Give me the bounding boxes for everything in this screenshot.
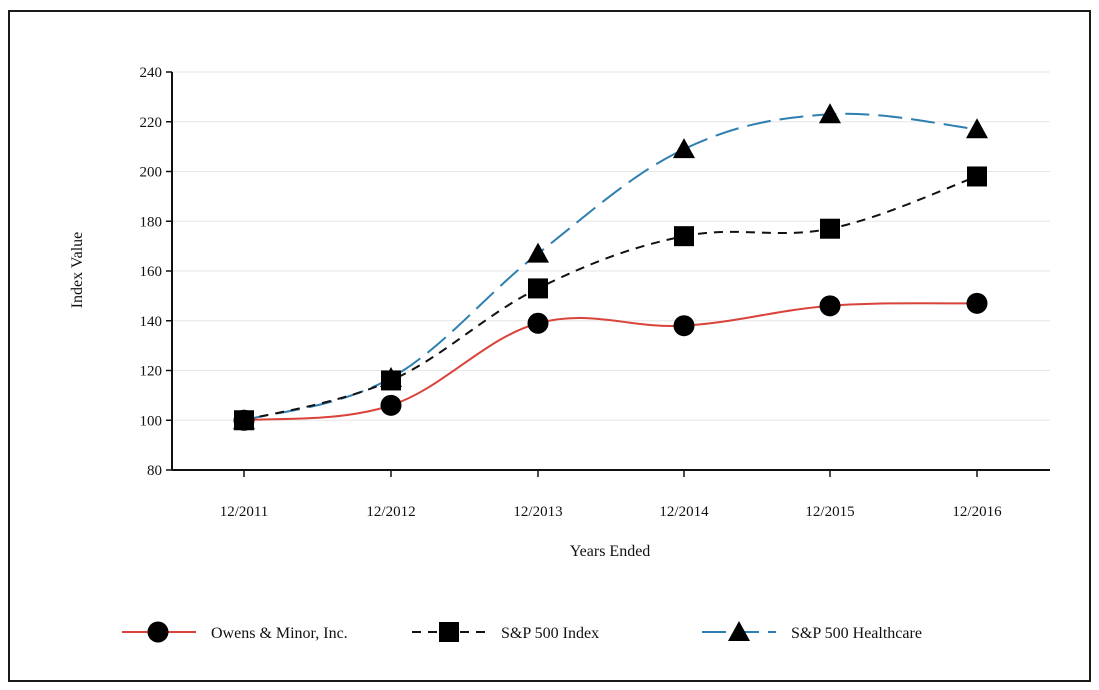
legend-label: S&P 500 Healthcare bbox=[791, 625, 922, 642]
y-tick-label: 180 bbox=[140, 214, 163, 230]
y-tick-labels: 80 100 120 140 160 180 200 220 240 bbox=[140, 65, 172, 479]
x-tick-labels: 12/2011 12/2012 12/2013 12/2014 12/2015 12/20… bbox=[220, 470, 1002, 520]
x-tick-label: 12/2013 bbox=[513, 504, 562, 520]
data-point-circle bbox=[966, 292, 988, 314]
data-point-square bbox=[967, 166, 987, 187]
x-tick-label: 12/2011 bbox=[220, 504, 269, 520]
y-tick-label: 100 bbox=[140, 413, 163, 429]
legend-label: S&P 500 Index bbox=[501, 625, 599, 642]
y-tick-label: 160 bbox=[140, 264, 163, 280]
grid-lines bbox=[172, 71, 1050, 421]
series-line-1 bbox=[243, 175, 978, 422]
y-tick-label: 120 bbox=[140, 364, 163, 380]
y-tick-label: 80 bbox=[147, 463, 162, 479]
legend-label: Owens & Minor, Inc. bbox=[211, 625, 348, 642]
series-line-2 bbox=[243, 112, 978, 422]
data-point-circle bbox=[233, 409, 255, 431]
data-point-square bbox=[674, 226, 694, 247]
data-point-triangle bbox=[673, 138, 695, 159]
y-tick-label: 220 bbox=[140, 115, 163, 131]
y-tick-label: 240 bbox=[140, 65, 163, 81]
y-axis-label: Index Value bbox=[69, 232, 86, 309]
data-point-square bbox=[528, 278, 548, 299]
x-tick-label: 12/2016 bbox=[952, 504, 1002, 520]
data-point-circle bbox=[380, 394, 402, 416]
data-point-square bbox=[381, 370, 401, 391]
legend-marker-triangle bbox=[728, 621, 750, 641]
data-point-circle bbox=[673, 315, 695, 337]
data-point-square bbox=[820, 218, 840, 239]
series-line-0 bbox=[243, 302, 978, 422]
y-tick-label: 200 bbox=[140, 165, 163, 181]
data-point-triangle bbox=[819, 103, 841, 124]
y-tick-label: 140 bbox=[140, 314, 163, 330]
data-point-triangle bbox=[966, 118, 988, 139]
legend-marker-circle bbox=[147, 621, 169, 643]
x-tick-label: 12/2015 bbox=[805, 504, 854, 520]
legend-marker-square bbox=[439, 622, 459, 642]
legend: Owens & Minor, Inc. S&P 500 Index S&P 500 … bbox=[122, 621, 922, 643]
series-group bbox=[233, 103, 988, 431]
x-tick-label: 12/2012 bbox=[366, 504, 415, 520]
x-axis-label: Years Ended bbox=[570, 543, 651, 560]
data-point-triangle bbox=[527, 242, 549, 263]
data-point-circle bbox=[527, 312, 549, 334]
x-tick-label: 12/2014 bbox=[659, 504, 709, 520]
data-point-circle bbox=[819, 295, 841, 317]
